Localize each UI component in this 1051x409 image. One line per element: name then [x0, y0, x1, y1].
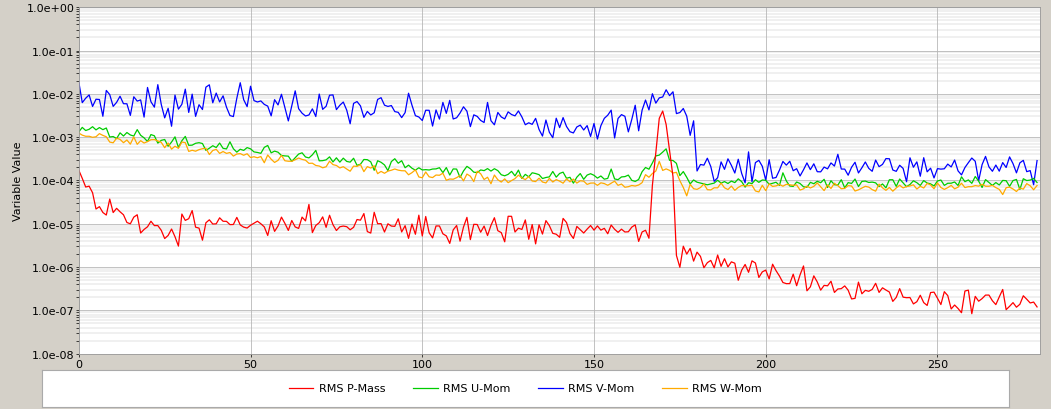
RMS W-Mom — [619, 185, 632, 190]
RMS U-Mom — [622, 173, 635, 178]
RMS V-Mom — [663, 94, 676, 99]
RMS W-Mom — [680, 194, 693, 199]
RMS V-Mom — [1031, 159, 1044, 164]
Line: RMS V-Mom: RMS V-Mom — [79, 83, 1037, 185]
Line: RMS U-Mom: RMS U-Mom — [79, 127, 1037, 190]
Y-axis label: Variable Value: Variable Value — [13, 142, 23, 220]
RMS V-Mom — [73, 81, 85, 85]
RMS U-Mom — [872, 184, 885, 189]
RMS V-Mom — [1027, 183, 1039, 188]
RMS V-Mom — [869, 158, 882, 163]
RMS U-Mom — [1031, 181, 1044, 186]
RMS P-Mass — [657, 109, 669, 114]
RMS P-Mass — [966, 312, 978, 317]
RMS V-Mom — [863, 166, 875, 171]
RMS P-Mass — [221, 219, 233, 224]
RMS U-Mom — [86, 125, 99, 130]
RMS P-Mass — [73, 169, 85, 173]
Line: RMS W-Mom: RMS W-Mom — [79, 134, 1037, 196]
RMS W-Mom — [872, 182, 885, 187]
RMS P-Mass — [1031, 305, 1044, 310]
RMS U-Mom — [73, 130, 85, 135]
X-axis label: Accumulated Time Step: Accumulated Time Step — [493, 373, 626, 383]
Line: RMS P-Mass: RMS P-Mass — [79, 112, 1037, 314]
RMS W-Mom — [73, 131, 85, 136]
RMS W-Mom — [663, 169, 676, 173]
RMS U-Mom — [866, 180, 879, 185]
RMS U-Mom — [536, 177, 549, 182]
RMS V-Mom — [221, 106, 233, 110]
RMS W-Mom — [866, 188, 879, 193]
RMS P-Mass — [866, 287, 879, 292]
RMS V-Mom — [619, 115, 632, 119]
RMS P-Mass — [533, 223, 545, 228]
RMS W-Mom — [533, 176, 545, 181]
RMS P-Mass — [619, 230, 632, 235]
RMS U-Mom — [224, 140, 236, 145]
RMS W-Mom — [1031, 184, 1044, 189]
RMS U-Mom — [666, 159, 679, 164]
RMS W-Mom — [221, 152, 233, 157]
RMS V-Mom — [533, 128, 545, 133]
RMS U-Mom — [1013, 188, 1026, 193]
RMS P-Mass — [666, 175, 679, 180]
Legend: RMS P-Mass, RMS U-Mom, RMS V-Mom, RMS W-Mom: RMS P-Mass, RMS U-Mom, RMS V-Mom, RMS W-… — [285, 379, 766, 398]
RMS P-Mass — [872, 290, 885, 295]
